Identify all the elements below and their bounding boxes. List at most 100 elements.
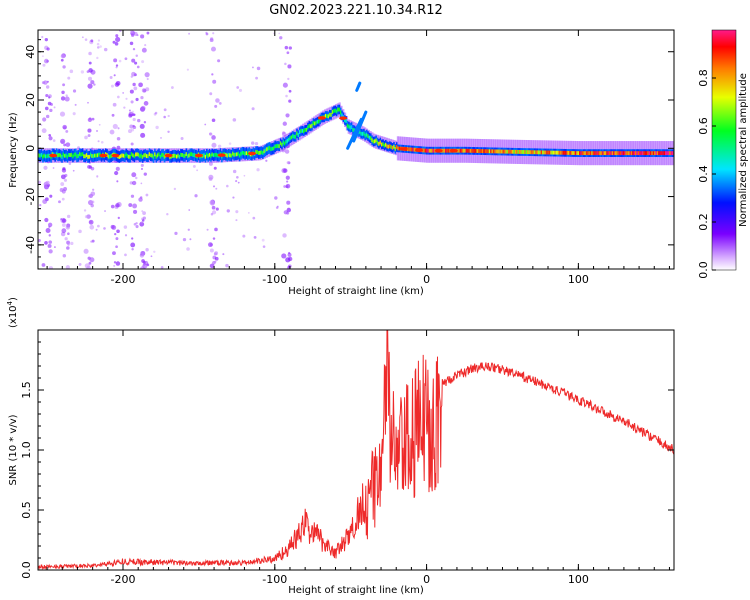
spectrogram-noise-speck <box>63 178 67 182</box>
spectrogram-noise-speck <box>115 36 121 43</box>
spectrogram-noise-speck <box>117 216 120 220</box>
spectrogram-noise-speck <box>210 212 214 216</box>
spectrogram-core-cell <box>318 119 320 124</box>
spectrogram-core-cell <box>40 152 43 157</box>
spectrogram-x-axis-label: Height of straight line (km) <box>288 286 424 297</box>
spectrogram-core-cell <box>536 150 539 155</box>
spectrogram-core-cell <box>666 151 669 156</box>
spectrogram-core-cell <box>445 148 447 153</box>
spectrogram-core-cell <box>363 131 365 136</box>
spectrogram-noise-speck <box>132 180 137 186</box>
spectrogram-core-cell <box>245 151 248 156</box>
spectrogram-noise-speck <box>112 102 117 107</box>
spectrogram-noise-speck <box>67 76 71 80</box>
spectrogram-noise-speck <box>214 104 218 108</box>
spectrogram-noise-speck <box>242 234 246 238</box>
spectrogram-noise-speck <box>113 58 118 63</box>
spectrogram-core-cell <box>471 148 473 153</box>
spectrogram-core-cell <box>514 149 517 154</box>
spectrogram-core-cell <box>96 153 99 158</box>
spectrogram-core-cell <box>73 152 76 157</box>
spectrogram-core-cell <box>182 153 185 158</box>
spectrogram-noise-speck <box>140 253 143 256</box>
spectrogram-noise-speck <box>50 103 53 106</box>
spectrogram-core-cell <box>595 151 597 156</box>
spectrogram-core-cell <box>568 150 570 155</box>
spectrogram-core-cell <box>625 151 628 156</box>
spectrogram-core-cell <box>156 153 159 158</box>
spectrogram-noise-speck <box>226 209 230 213</box>
spectrogram-noise-speck <box>135 176 138 180</box>
spectrogram-noise-speck <box>46 59 49 63</box>
spectrogram-noise-speck <box>262 245 266 248</box>
spectrogram-core-cell <box>473 148 476 153</box>
snr-panel: -200 -100 0 100 0.0 0.5 1.0 1.5 Height of strai… <box>6 297 675 596</box>
spectrogram-noise-speck <box>41 263 46 267</box>
spectrogram-noise-speck <box>53 106 56 109</box>
spectrogram-core-cell <box>502 149 505 154</box>
spectrogram-noise-speck <box>141 60 145 64</box>
spectrogram-core-cell <box>193 153 196 157</box>
spectrogram-core-cell <box>173 153 175 158</box>
spectrogram-noise-speck <box>154 111 158 115</box>
spectrogram-core-cell <box>553 150 555 155</box>
colorbar-label: Normalized spectral amplitude <box>738 73 749 227</box>
spectrogram-core-cell <box>670 151 673 156</box>
spectrogram-core-cell <box>72 154 74 159</box>
spectrogram-core-cell <box>648 151 651 156</box>
spectrogram-core-cell <box>531 150 533 155</box>
spectrogram-core-cell <box>495 149 498 154</box>
spectrogram-core-cell <box>77 153 80 158</box>
spectrogram-core-cell <box>341 113 343 118</box>
spectrogram-core-cell <box>540 150 543 155</box>
spectrogram-core-cell <box>125 152 128 157</box>
spectrogram-noise-speck <box>143 172 147 176</box>
spectrogram-peak-blob <box>399 147 408 151</box>
spectrogram-core-cell <box>517 149 520 154</box>
spectrogram-core-cell <box>143 153 145 158</box>
spectrogram-core-cell <box>464 148 466 153</box>
spectrogram-core-cell <box>520 150 522 154</box>
spectrogram-core-cell <box>145 154 148 159</box>
spectrogram-core-cell <box>337 107 339 112</box>
spectrogram-noise-speck <box>41 35 44 39</box>
spectrogram-core-cell <box>561 150 563 155</box>
snr-y-tick-label: 0.5 <box>20 501 33 519</box>
spectrogram-noise-speck <box>281 253 287 259</box>
spectrogram-core-cell <box>380 142 383 147</box>
spectrogram-core-cell <box>42 154 44 159</box>
spectrogram-noise-speck <box>217 144 222 149</box>
spectrogram-noise-speck <box>109 76 113 79</box>
spectrogram-core-cell <box>359 129 361 134</box>
figure-title: GN02.2023.221.10.34.R12 <box>269 3 443 18</box>
spectrogram-noise-speck <box>211 46 216 52</box>
spectrogram-core-cell <box>469 148 472 153</box>
spectrogram-noise-speck <box>46 47 50 51</box>
spectrogram-core-cell <box>654 151 656 156</box>
spectrogram-noise-speck <box>236 175 239 179</box>
spectrogram-core-cell <box>584 151 587 156</box>
spectrogram-core-cell <box>346 123 349 128</box>
spectrogram-noise-speck <box>132 117 136 122</box>
spectrogram-core-cell <box>360 131 363 136</box>
spectrogram-peak-blob <box>111 153 120 158</box>
spectrogram-noise-speck <box>213 166 217 170</box>
spectrogram-core-cell <box>126 153 129 158</box>
spectrogram-core-cell <box>626 151 629 156</box>
spectrogram-core-cell <box>192 153 194 158</box>
spectrogram-core-cell <box>510 149 513 154</box>
spectrogram-core-cell <box>529 150 532 155</box>
snr-x-tick-label: 100 <box>568 573 589 586</box>
spectrogram-core-cell <box>44 154 47 159</box>
spectrogram-noise-speck <box>211 118 216 123</box>
spectrogram-noise-speck <box>261 238 265 242</box>
spectrogram-core-cell <box>525 150 528 155</box>
spectrogram-core-cell <box>659 151 662 156</box>
spectrogram-core-cell <box>140 153 143 158</box>
spectrogram-core-cell <box>624 151 626 156</box>
spectrogram-core-cell <box>372 139 375 144</box>
spectrogram-core-cell <box>267 146 270 151</box>
spectrogram-noise-speck <box>104 210 107 213</box>
spectrogram-noise-speck <box>144 44 147 47</box>
spectrogram-noise-speck <box>78 262 82 266</box>
